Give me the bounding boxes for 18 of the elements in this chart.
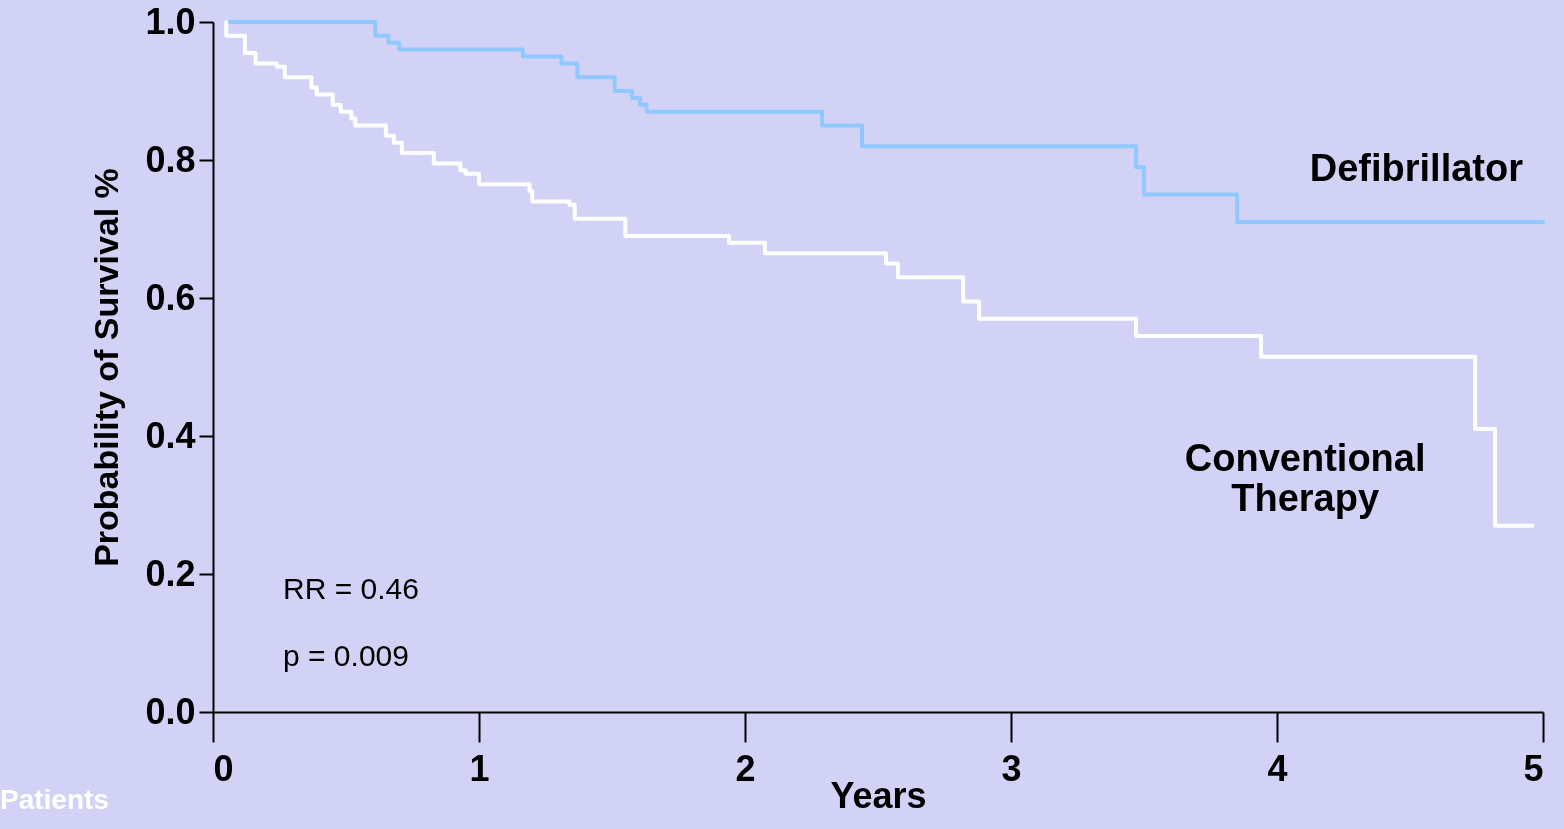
y-tick-label: 0.8: [145, 138, 196, 180]
y-tick-label: 0.4: [145, 414, 196, 456]
x-axis-title: Years: [830, 774, 927, 816]
x-tick-label: 1: [469, 747, 490, 789]
x-tick-label: 5: [1523, 747, 1544, 789]
y-axis-title: Probability of Survival %: [87, 168, 126, 567]
annotation: RR = 0.46: [283, 572, 419, 605]
y-tick-label: 0.2: [145, 552, 196, 594]
y-tick-label: 0.6: [145, 276, 196, 318]
x-tick-label: 3: [1001, 747, 1022, 789]
x-tick-label: 0: [213, 747, 234, 789]
x-tick-label: 4: [1267, 747, 1288, 789]
y-tick-label: 0.0: [145, 690, 196, 732]
y-tick-label: 1.0: [145, 0, 196, 42]
series-label: Conventional Therapy: [1184, 437, 1426, 520]
annotation: p = 0.009: [283, 639, 409, 672]
series-label: Defibrillator: [1309, 147, 1524, 190]
x-tick-label: 2: [735, 747, 756, 789]
